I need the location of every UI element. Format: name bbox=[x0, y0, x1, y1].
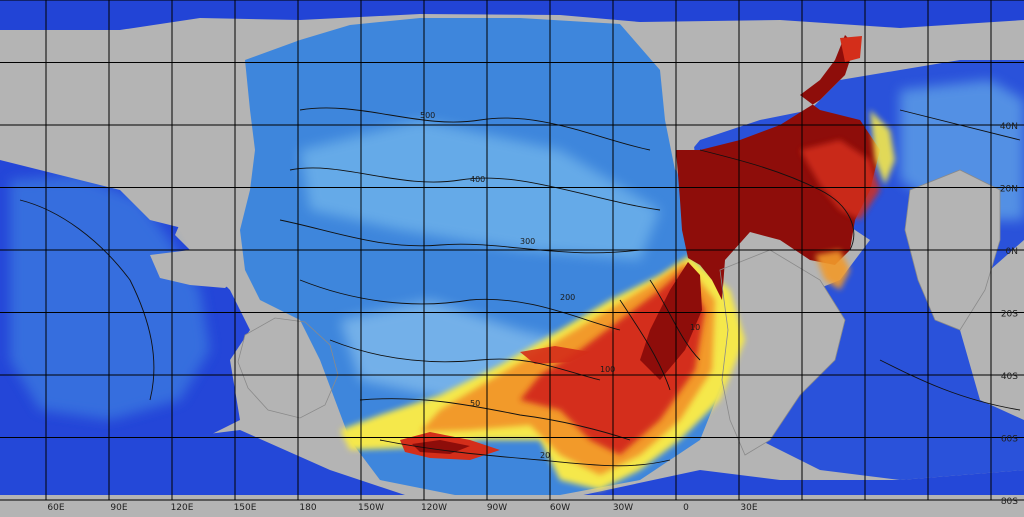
longitude-label: 30W bbox=[613, 503, 633, 513]
longitude-label: 0 bbox=[683, 503, 689, 513]
longitude-label: 150W bbox=[358, 503, 384, 513]
latitude-label: 40N bbox=[1000, 122, 1018, 132]
contour-value-label: 400 bbox=[470, 175, 485, 184]
contour-value-label: 50 bbox=[470, 399, 480, 408]
caribbean-darkred bbox=[676, 35, 880, 300]
mid-pacific-hotspot bbox=[520, 346, 590, 364]
longitude-label: 90W bbox=[487, 503, 507, 513]
longitude-label: 120W bbox=[421, 503, 447, 513]
arctic-ocean bbox=[0, 0, 1024, 30]
longitude-labels: 60E 90E 120E 150E 180 150W 120W 90W 60W 30W 0 30E bbox=[47, 503, 757, 513]
longitude-label: 90E bbox=[110, 503, 127, 513]
longitude-label: 60W bbox=[550, 503, 570, 513]
antarctica bbox=[0, 495, 1024, 517]
longitude-label: 150E bbox=[234, 503, 257, 513]
contour-lines bbox=[19, 107, 1021, 467]
latitude-label: 40S bbox=[1001, 372, 1018, 382]
brazil-fringe bbox=[815, 250, 850, 290]
contour-value-label: 20 bbox=[540, 451, 550, 460]
latitude-label: 20N bbox=[1000, 185, 1018, 195]
latitude-label: 80S bbox=[1001, 497, 1018, 507]
south-america bbox=[720, 250, 845, 455]
longitude-label: 30E bbox=[740, 503, 757, 513]
north-america bbox=[620, 24, 840, 170]
contour-value-label: 10 bbox=[690, 323, 700, 332]
pacific-light-band bbox=[300, 120, 660, 260]
contour-labels: 500 400 300 200 100 50 20 10 bbox=[420, 111, 700, 460]
latitude-label: 0N bbox=[1006, 247, 1018, 257]
coastlines bbox=[237, 169, 1001, 456]
longitude-label: 180 bbox=[299, 503, 316, 513]
caribbean-yellow-fringe bbox=[870, 110, 895, 185]
contour-value-label: 300 bbox=[520, 237, 535, 246]
indian-ocean-shelf bbox=[10, 175, 210, 420]
southern-ocean bbox=[0, 430, 1024, 505]
beam-darkred-core bbox=[640, 262, 702, 380]
nz-core bbox=[412, 440, 470, 454]
caribbean-red-inner bbox=[800, 140, 880, 220]
latitude-label: 60S bbox=[1001, 435, 1018, 445]
longitude-label: 60E bbox=[47, 503, 64, 513]
contour-value-label: 500 bbox=[420, 111, 435, 120]
latitude-label: 20S bbox=[1001, 310, 1018, 320]
south-asia bbox=[0, 30, 245, 230]
latitude-labels: 40N 20N 0N 20S 40S 60S 80S bbox=[1000, 122, 1018, 507]
greenland-red bbox=[840, 36, 862, 62]
graticule bbox=[0, 0, 1024, 501]
contour-value-label: 200 bbox=[560, 293, 575, 302]
longitude-label: 120E bbox=[171, 503, 194, 513]
contour-value-label: 100 bbox=[600, 365, 615, 374]
